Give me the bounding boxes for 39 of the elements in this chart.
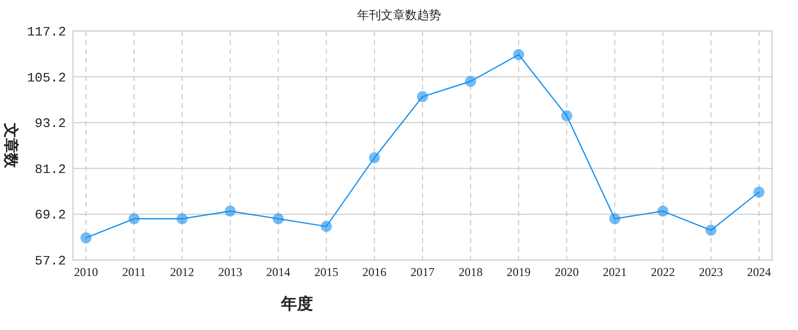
x-axis-title: 年度 (280, 294, 313, 313)
point (417, 91, 428, 102)
point (128, 213, 140, 224)
point (224, 206, 236, 217)
point (176, 213, 188, 224)
x-tick-label: 2022 (650, 265, 675, 279)
x-tick-label: 2018 (458, 265, 483, 279)
y-tick-label: 81.2 (34, 162, 66, 177)
chart-title: 年刊文章数趋势 (357, 8, 441, 22)
x-tick-label: 2019 (506, 265, 531, 279)
y-tick-label: 69.2 (34, 208, 66, 223)
point (705, 224, 716, 236)
point (320, 220, 332, 232)
x-tick-label: 2011 (122, 265, 146, 279)
point (465, 76, 476, 87)
x-tick-label: 2021 (602, 265, 627, 279)
x-tick-label: 2012 (170, 265, 194, 279)
x-tick-label: 2010 (74, 265, 98, 279)
x-tick-label: 2017 (410, 265, 434, 279)
x-tick-label: 2013 (218, 265, 242, 279)
point (754, 186, 764, 198)
x-tick-label: 2014 (266, 265, 290, 279)
x-tick-label: 2024 (747, 265, 771, 279)
point (561, 110, 572, 122)
y-axis-title: 文章数 (2, 122, 20, 169)
point (657, 206, 668, 217)
point (272, 213, 284, 224)
point (513, 49, 524, 60)
point (80, 232, 92, 244)
x-tick-label: 2020 (554, 265, 579, 279)
x-tick-label: 2023 (698, 265, 723, 279)
point (368, 152, 380, 164)
y-tick-label: 57.2 (34, 254, 66, 268)
x-tick-label: 2015 (314, 265, 338, 279)
y-tick-label: 117.2 (26, 24, 66, 40)
x-tick-label: 2016 (362, 265, 386, 279)
point (609, 213, 620, 224)
y-tick-label: 93.2 (34, 116, 66, 132)
y-tick-label: 105.2 (26, 70, 66, 86)
